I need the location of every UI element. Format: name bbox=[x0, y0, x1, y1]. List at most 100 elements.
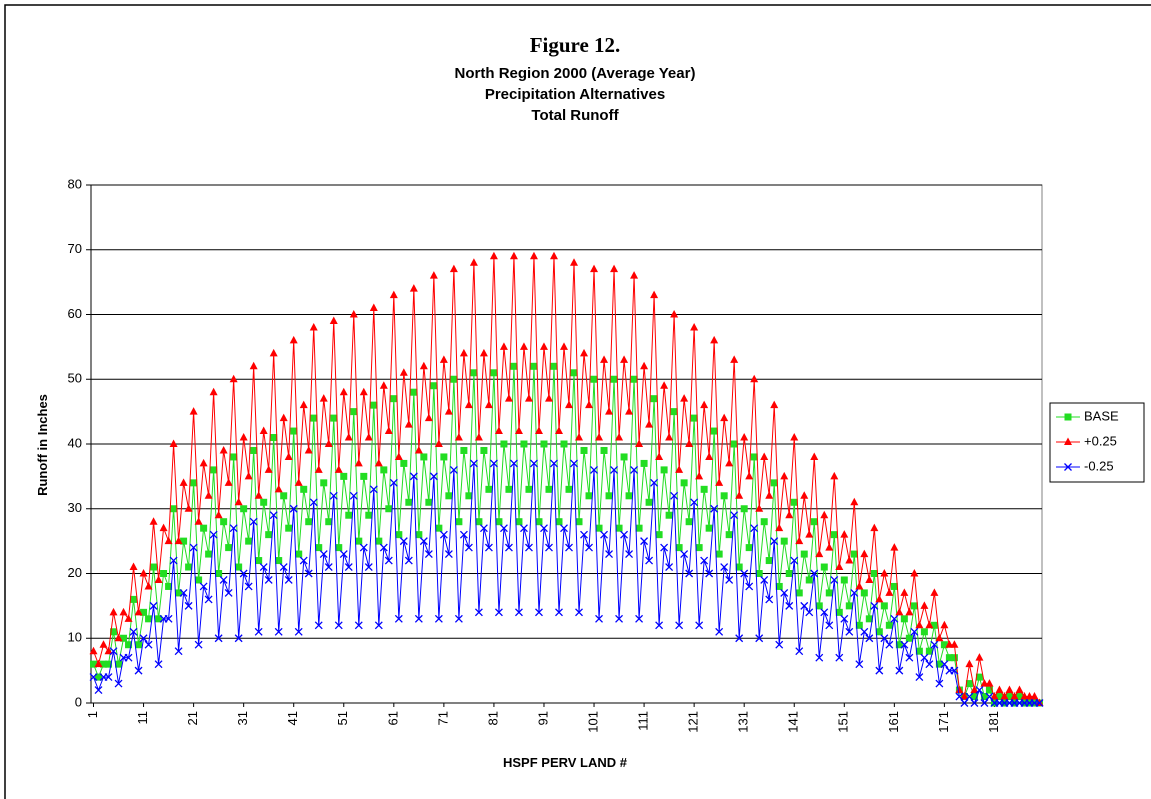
data-point bbox=[450, 375, 458, 383]
data-point bbox=[254, 491, 263, 499]
data-point bbox=[715, 550, 723, 558]
data-point bbox=[605, 492, 613, 500]
data-point bbox=[775, 582, 783, 590]
x-tick-label: 11 bbox=[135, 711, 150, 725]
data-point bbox=[920, 601, 929, 609]
data-point bbox=[509, 459, 518, 468]
data-point bbox=[439, 355, 448, 363]
data-point bbox=[955, 685, 964, 694]
data-point bbox=[820, 563, 828, 571]
data-point bbox=[289, 504, 298, 513]
data-point bbox=[755, 570, 763, 577]
data-point bbox=[550, 362, 558, 370]
data-point bbox=[830, 471, 839, 480]
y-tick-label: 50 bbox=[68, 371, 82, 386]
data-point bbox=[320, 479, 328, 487]
data-point bbox=[680, 394, 689, 402]
data-point bbox=[750, 453, 758, 461]
y-tick-label: 70 bbox=[68, 241, 82, 256]
data-point bbox=[165, 582, 173, 590]
data-point bbox=[520, 440, 528, 448]
data-point bbox=[875, 628, 883, 636]
data-point bbox=[960, 699, 969, 707]
data-point bbox=[319, 550, 328, 559]
data-point bbox=[209, 530, 218, 539]
data-point bbox=[650, 395, 658, 403]
data-point bbox=[524, 394, 533, 402]
data-point bbox=[770, 537, 779, 546]
data-point bbox=[605, 550, 614, 559]
x-tick-label: 111 bbox=[636, 711, 651, 731]
data-point bbox=[540, 524, 548, 533]
data-point bbox=[780, 588, 789, 597]
data-point bbox=[1010, 692, 1019, 700]
data-point bbox=[845, 556, 854, 564]
data-point bbox=[219, 445, 228, 454]
data-point bbox=[620, 530, 629, 539]
data-point bbox=[300, 485, 308, 493]
data-point bbox=[220, 518, 228, 526]
data-point bbox=[234, 497, 243, 506]
data-point bbox=[945, 654, 953, 662]
data-point bbox=[800, 491, 809, 499]
data-point bbox=[485, 485, 493, 493]
data-point bbox=[610, 465, 619, 474]
data-point bbox=[570, 369, 578, 377]
data-point bbox=[935, 679, 944, 688]
data-point bbox=[645, 556, 654, 565]
data-point bbox=[625, 492, 633, 500]
data-point bbox=[529, 251, 538, 260]
data-point bbox=[350, 408, 358, 416]
data-point bbox=[444, 407, 453, 415]
data-point bbox=[620, 355, 629, 363]
data-point bbox=[820, 608, 829, 617]
data-point bbox=[560, 524, 568, 533]
data-point bbox=[129, 562, 138, 571]
data-point bbox=[940, 620, 949, 629]
data-point bbox=[449, 465, 458, 474]
data-point bbox=[164, 536, 173, 545]
data-point bbox=[820, 510, 829, 519]
data-point bbox=[390, 395, 398, 403]
data-point bbox=[900, 588, 909, 596]
data-point bbox=[359, 387, 368, 396]
data-point bbox=[250, 446, 258, 454]
data-point bbox=[514, 608, 523, 617]
data-point bbox=[710, 504, 719, 513]
data-point bbox=[790, 556, 799, 565]
x-tick-label: 161 bbox=[886, 711, 901, 733]
data-point bbox=[135, 641, 143, 649]
legend-marker bbox=[1064, 437, 1072, 445]
data-point bbox=[275, 557, 283, 565]
data-point bbox=[630, 375, 638, 383]
data-point bbox=[499, 342, 508, 350]
data-point bbox=[164, 614, 173, 623]
data-point bbox=[364, 563, 373, 571]
x-tick-label: 71 bbox=[435, 711, 450, 725]
data-point bbox=[885, 588, 894, 596]
data-point bbox=[360, 472, 368, 480]
data-point bbox=[530, 362, 538, 370]
data-point bbox=[575, 518, 583, 526]
data-point bbox=[509, 251, 518, 260]
data-point bbox=[875, 594, 884, 603]
data-point bbox=[670, 408, 678, 416]
data-point bbox=[149, 517, 158, 525]
data-point bbox=[120, 634, 128, 642]
data-point bbox=[315, 544, 323, 552]
data-point bbox=[95, 673, 103, 681]
data-point bbox=[179, 588, 188, 597]
data-point bbox=[855, 581, 864, 590]
data-point bbox=[409, 472, 418, 481]
data-point bbox=[399, 368, 408, 376]
data-point bbox=[915, 647, 923, 655]
data-point bbox=[290, 427, 298, 435]
data-point bbox=[439, 530, 448, 539]
data-point bbox=[335, 544, 343, 552]
data-point bbox=[145, 615, 153, 623]
data-point bbox=[790, 498, 798, 506]
data-point bbox=[730, 355, 739, 363]
data-point bbox=[519, 342, 528, 350]
x-tick-label: 101 bbox=[585, 711, 600, 733]
data-point bbox=[355, 537, 363, 545]
